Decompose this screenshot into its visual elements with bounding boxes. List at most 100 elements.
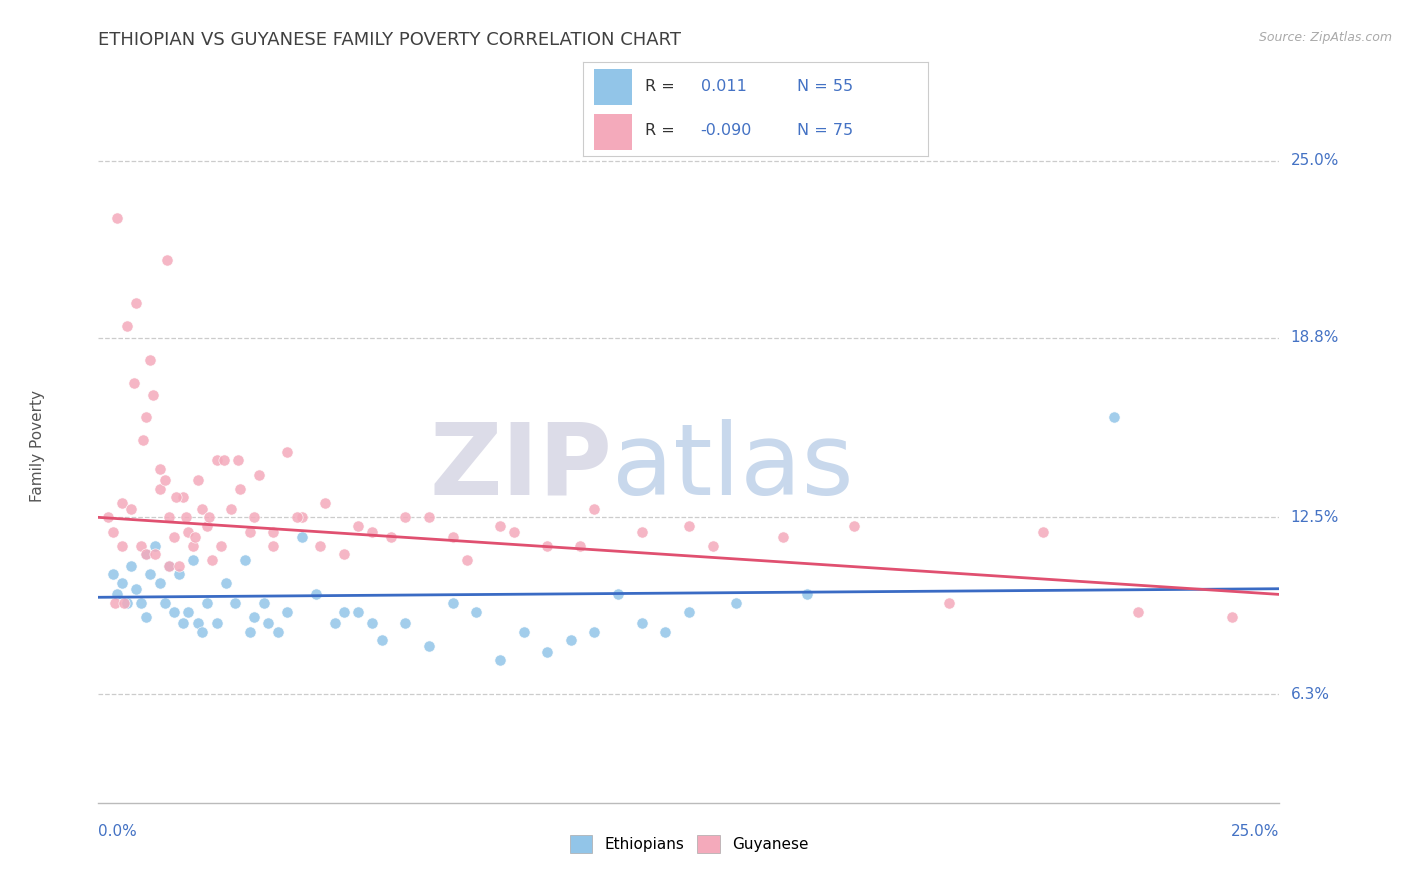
Point <box>489 653 512 667</box>
Point <box>172 491 194 505</box>
Point <box>184 530 207 544</box>
Point <box>583 501 606 516</box>
Point <box>285 510 308 524</box>
Point <box>129 596 152 610</box>
Point <box>844 519 866 533</box>
Point <box>262 539 284 553</box>
Point <box>205 453 228 467</box>
Point <box>157 558 180 573</box>
Point <box>111 576 134 591</box>
Point <box>101 524 124 539</box>
Point <box>1032 524 1054 539</box>
Point <box>239 624 262 639</box>
Point <box>267 624 290 639</box>
Point <box>135 610 157 624</box>
Point <box>156 253 179 268</box>
Point <box>121 501 143 516</box>
Point <box>772 530 794 544</box>
Point <box>503 524 526 539</box>
Point <box>191 624 214 639</box>
Point <box>167 558 190 573</box>
Point <box>195 596 218 610</box>
Text: Family Poverty: Family Poverty <box>31 390 45 502</box>
Point <box>129 539 152 553</box>
Point <box>229 482 252 496</box>
Point <box>149 482 172 496</box>
Point <box>149 462 172 476</box>
Point <box>569 539 592 553</box>
Point <box>209 539 232 553</box>
Point <box>361 524 384 539</box>
Point <box>290 510 312 524</box>
Text: N = 75: N = 75 <box>797 123 853 138</box>
Point <box>536 644 558 658</box>
Point <box>1102 410 1125 425</box>
Point <box>239 524 262 539</box>
Point <box>309 539 332 553</box>
Point <box>195 519 218 533</box>
Point <box>361 615 384 630</box>
Text: 12.5%: 12.5% <box>1291 510 1339 524</box>
Point <box>153 473 176 487</box>
Text: N = 55: N = 55 <box>797 79 853 95</box>
Point <box>938 596 960 610</box>
Point <box>187 615 209 630</box>
Point <box>394 615 416 630</box>
Point <box>125 296 148 310</box>
Text: Source: ZipAtlas.com: Source: ZipAtlas.com <box>1258 31 1392 45</box>
Legend: Ethiopians, Guyanese: Ethiopians, Guyanese <box>564 829 814 859</box>
Point <box>219 501 242 516</box>
Text: R =: R = <box>645 123 675 138</box>
Point <box>157 510 180 524</box>
Point <box>143 539 166 553</box>
Point <box>111 539 134 553</box>
Point <box>536 539 558 553</box>
Point <box>149 576 172 591</box>
Point <box>139 353 162 368</box>
Point <box>243 510 266 524</box>
Point <box>441 530 464 544</box>
Point <box>191 501 214 516</box>
Point <box>441 596 464 610</box>
Point <box>105 211 128 225</box>
Point <box>1220 610 1243 624</box>
Point <box>560 633 582 648</box>
Point <box>215 576 238 591</box>
Point <box>212 453 235 467</box>
Point <box>181 553 204 567</box>
Text: R =: R = <box>645 79 675 95</box>
FancyBboxPatch shape <box>593 69 631 104</box>
Point <box>177 524 200 539</box>
Point <box>796 587 818 601</box>
Point <box>105 587 128 601</box>
Point <box>205 615 228 630</box>
Point <box>1126 605 1149 619</box>
Point <box>233 553 256 567</box>
Point <box>371 633 394 648</box>
Point <box>198 510 221 524</box>
Point <box>201 553 224 567</box>
Point <box>165 491 187 505</box>
Point <box>418 510 440 524</box>
Point <box>112 596 135 610</box>
Text: 0.011: 0.011 <box>700 79 747 95</box>
Point <box>153 596 176 610</box>
Point <box>135 548 157 562</box>
Point <box>172 615 194 630</box>
Text: 0.0%: 0.0% <box>98 824 138 839</box>
Point <box>177 605 200 619</box>
Point <box>142 387 165 401</box>
Point <box>512 624 534 639</box>
Text: atlas: atlas <box>612 419 853 516</box>
Point <box>305 587 328 601</box>
Text: ETHIOPIAN VS GUYANESE FAMILY POVERTY CORRELATION CHART: ETHIOPIAN VS GUYANESE FAMILY POVERTY COR… <box>98 31 682 49</box>
Point <box>122 376 145 391</box>
Point <box>224 596 246 610</box>
Point <box>333 605 356 619</box>
Text: 25.0%: 25.0% <box>1232 824 1279 839</box>
Point <box>394 510 416 524</box>
Point <box>163 530 186 544</box>
Point <box>111 496 134 510</box>
Point <box>121 558 143 573</box>
Text: -0.090: -0.090 <box>700 123 752 138</box>
